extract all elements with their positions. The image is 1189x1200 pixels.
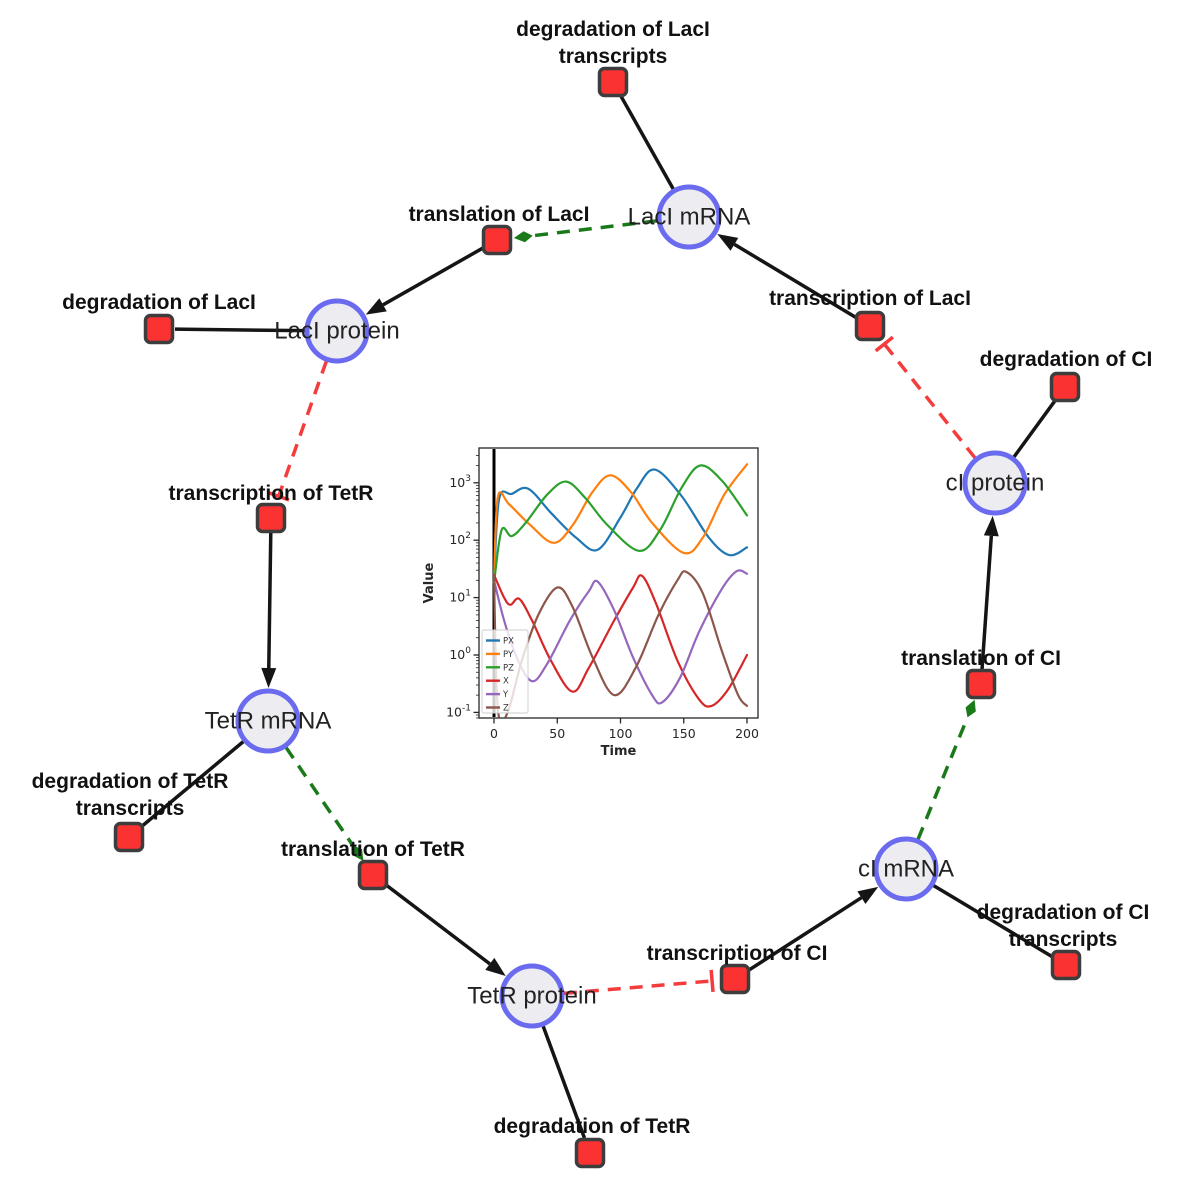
edge-translation-tetr-to-protein	[383, 882, 506, 977]
reaction-label-deg_tetr: degradation of TetR	[494, 1115, 691, 1138]
chart-xtick-50: 50	[549, 726, 565, 741]
reaction-label-deg_ci: degradation of CI	[980, 348, 1153, 371]
reaction-label-translation_ci: translation of CI	[901, 647, 1061, 670]
edge-transcription-tetr-to-mrna	[261, 531, 277, 689]
labels-layer: LacI mRNA LacI protein TetR mRNA TetR prote…	[32, 18, 1153, 1138]
reaction-label-deg_ci_tx: degradation of CI transcripts	[977, 901, 1150, 951]
edge-tetr-mrna-to-deg-transcripts	[140, 740, 245, 829]
reaction-node-deg_ci[interactable]	[1049, 371, 1081, 403]
arrowhead-icon	[365, 298, 387, 315]
chart-xtick-200: 200	[735, 726, 759, 741]
chart-axes-frame	[478, 447, 759, 719]
nodes-layer	[113, 66, 1082, 1169]
reaction-node-deg_tetr_tx[interactable]	[113, 821, 145, 853]
edge-tetr-protein-to-deg	[541, 1025, 587, 1139]
reaction-label-deg_laci: degradation of LacI	[62, 291, 256, 314]
reaction-label-deg_tetr_tx: degradation of TetR transcripts	[32, 770, 229, 820]
reaction-node-deg_laci[interactable]	[143, 313, 175, 345]
edge-laci-mrna-to-deg-transcripts	[619, 95, 675, 190]
chart-ylabel: Value	[422, 562, 437, 603]
reaction-node-deg_tetr[interactable]	[574, 1137, 606, 1169]
chart-legend-label-PX: PX	[503, 637, 514, 647]
inhibition-tbar-icon	[709, 969, 715, 993]
edge-tetr-protein-inhibits-ci-transcription	[563, 969, 715, 996]
species-node-tetr_mrna[interactable]	[235, 688, 301, 754]
inhibition-tbar-icon	[874, 335, 895, 353]
reaction-node-deg_ci_tx[interactable]	[1050, 949, 1082, 981]
edge-laci-protein-inhibits-tetr-transcription	[267, 360, 328, 502]
edge-ci-mrna-to-translation	[916, 699, 976, 841]
species-node-laci_mrna[interactable]	[656, 184, 722, 250]
arrowhead-icon	[261, 667, 277, 689]
chart-ytick-1e1: 101	[449, 589, 471, 605]
arrowhead-icon	[983, 515, 999, 537]
species-label-laci_protein: LacI protein	[274, 318, 399, 345]
activation-arrowhead-icon	[352, 845, 364, 861]
reaction-node-translation_laci[interactable]	[481, 224, 513, 256]
reaction-node-transcription_ci[interactable]	[719, 963, 751, 995]
reaction-label-transcription_ci: transcription of CI	[647, 942, 828, 965]
arrowhead-icon	[857, 886, 879, 904]
chart-ytick-1e3: 103	[449, 474, 471, 490]
chart-series-Z	[492, 570, 749, 718]
edge-tetr-mrna-to-translation	[284, 746, 364, 861]
activation-arrowhead-icon	[513, 231, 533, 243]
species-node-ci_protein[interactable]	[962, 450, 1028, 516]
edge-laci-mrna-to-translation	[513, 219, 658, 243]
activation-arrowhead-icon	[965, 699, 976, 718]
chart-xtick-150: 150	[672, 726, 696, 741]
chart-legend-label-PY: PY	[503, 650, 514, 660]
chart-series-PZ	[492, 464, 749, 584]
species-label-ci_mrna: cI mRNA	[858, 856, 954, 883]
chart-xtick-0: 0	[490, 726, 498, 741]
reaction-label-translation_laci: translation of LacI	[409, 203, 590, 226]
edge-transcription-laci-to-mrna	[717, 234, 859, 321]
species-label-tetr_mrna: TetR mRNA	[205, 708, 332, 735]
chart-ytick-1e2: 102	[449, 531, 471, 547]
reaction-label-deg_laci_tx: degradation of LacI transcripts	[516, 18, 710, 68]
chart-series-X	[492, 573, 749, 708]
inset-timecourse-chart: 0 50 100 150 20010-1100101102103TimeValuePXP…	[422, 447, 759, 759]
species-label-ci_protein: cI protein	[946, 470, 1045, 497]
reaction-node-translation_tetr[interactable]	[357, 859, 389, 891]
reaction-label-translation_tetr: translation of TetR	[281, 838, 465, 861]
species-label-laci_mrna: LacI mRNA	[628, 204, 751, 231]
edge-translation-laci-to-protein	[365, 245, 486, 315]
chart-xlabel: Time	[601, 744, 637, 759]
reaction-node-transcription_tetr[interactable]	[255, 502, 287, 534]
chart-legend-label-Z: Z	[503, 704, 509, 714]
chart-ytick-1e-1: 10-1	[446, 703, 471, 719]
edge-ci-protein-inhibits-laci-transcription	[874, 335, 977, 460]
reaction-node-translation_ci[interactable]	[965, 668, 997, 700]
edge-ci-mrna-to-deg-transcripts	[932, 883, 1054, 959]
reaction-node-transcription_laci[interactable]	[854, 310, 886, 342]
arrowhead-icon	[485, 957, 506, 977]
edge-ci-protein-to-deg	[1012, 398, 1057, 459]
edge-laci-protein-to-deg	[174, 327, 306, 333]
chart-xtick-100: 100	[609, 726, 633, 741]
species-node-laci_protein[interactable]	[304, 298, 370, 364]
species-label-tetr_protein: TetR protein	[467, 983, 596, 1010]
chart-legend-label-PZ: PZ	[503, 663, 514, 673]
arrowhead-icon	[717, 234, 739, 251]
reaction-node-deg_laci_tx[interactable]	[597, 66, 629, 98]
edges-layer	[140, 95, 1057, 1139]
chart-series-PY	[492, 463, 749, 584]
edge-transcription-ci-to-mrna	[745, 886, 879, 973]
edge-translation-ci-to-protein	[980, 515, 999, 671]
reaction-label-transcription_tetr: transcription of TetR	[169, 482, 374, 505]
species-node-ci_mrna[interactable]	[873, 836, 939, 902]
chart-series-group	[492, 463, 749, 718]
reaction-label-transcription_laci: transcription of LacI	[769, 287, 971, 310]
species-node-tetr_protein[interactable]	[499, 963, 565, 1029]
chart-legend-label-X: X	[503, 677, 509, 687]
chart-ytick-1e0: 100	[449, 646, 471, 662]
chart-legend-label-Y: Y	[502, 690, 509, 700]
chart-legend: PX PY PZ XYZ	[481, 629, 529, 714]
inhibition-tbar-icon	[267, 490, 290, 502]
